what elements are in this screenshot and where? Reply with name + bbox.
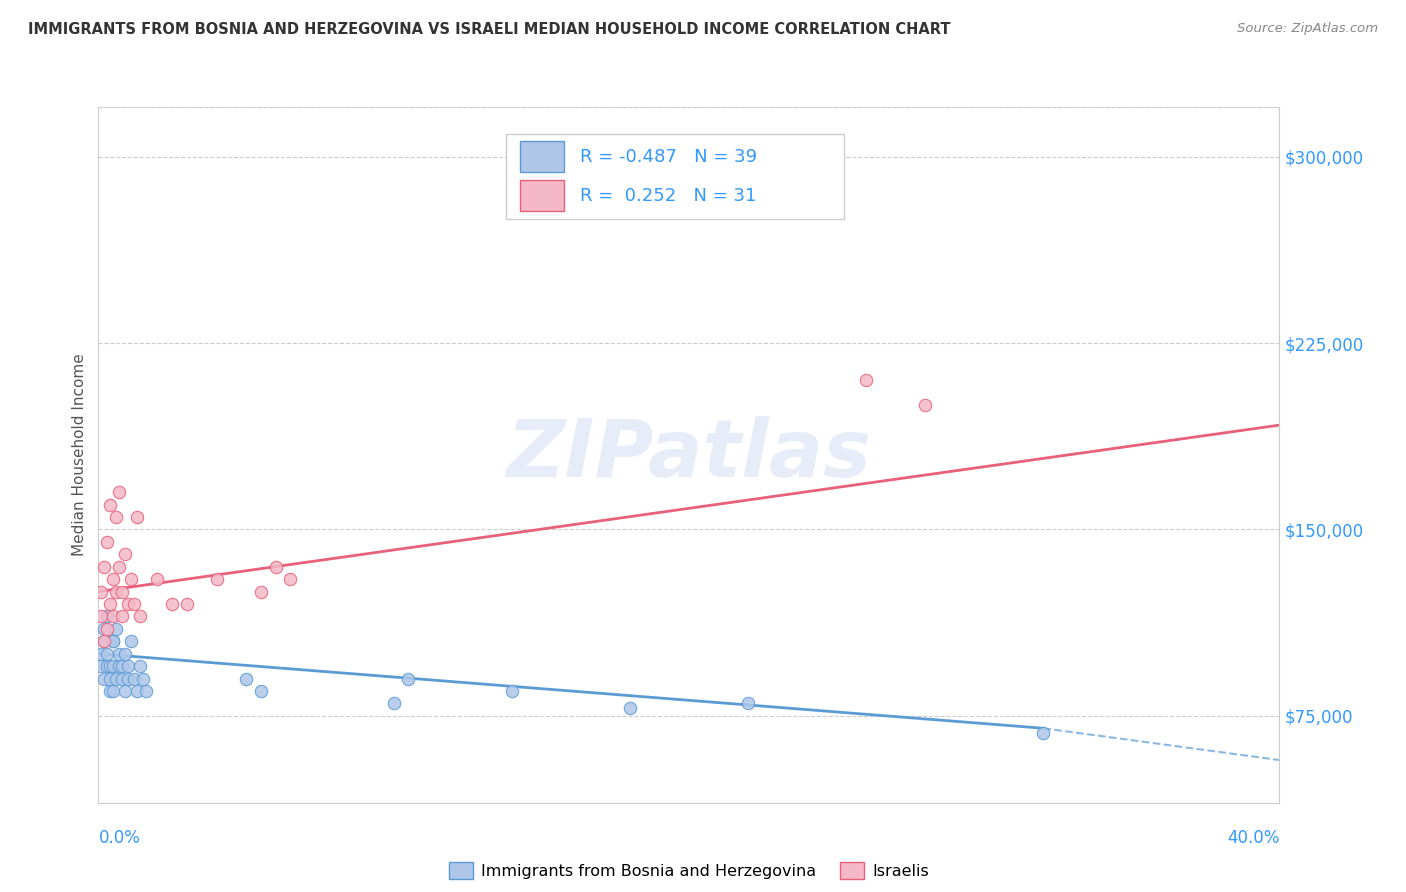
- Point: [117, 597, 139, 611]
- Point: [90, 647, 112, 661]
- Point: [96, 622, 118, 636]
- Point: [93, 634, 115, 648]
- Y-axis label: Median Household Income: Median Household Income: [72, 353, 87, 557]
- Point: [105, 584, 128, 599]
- FancyBboxPatch shape: [506, 134, 844, 219]
- Point: [93, 559, 115, 574]
- Point: [98, 498, 121, 512]
- Point: [128, 609, 150, 624]
- Text: R =  0.252   N = 31: R = 0.252 N = 31: [581, 186, 756, 204]
- Point: [90, 584, 112, 599]
- Text: ZIPatlas: ZIPatlas: [506, 416, 872, 494]
- Point: [103, 572, 125, 586]
- Point: [111, 659, 134, 673]
- Point: [90, 609, 112, 624]
- Point: [176, 597, 198, 611]
- Point: [98, 684, 121, 698]
- Point: [114, 684, 136, 698]
- Point: [98, 659, 121, 673]
- Point: [264, 559, 287, 574]
- FancyBboxPatch shape: [520, 142, 564, 172]
- Point: [125, 510, 148, 524]
- Point: [93, 634, 115, 648]
- Point: [120, 634, 142, 648]
- Text: IMMIGRANTS FROM BOSNIA AND HERZEGOVINA VS ISRAELI MEDIAN HOUSEHOLD INCOME CORREL: IMMIGRANTS FROM BOSNIA AND HERZEGOVINA V…: [28, 22, 950, 37]
- Text: 0.0%: 0.0%: [98, 829, 141, 847]
- Point: [117, 659, 139, 673]
- Point: [235, 672, 257, 686]
- Point: [737, 697, 759, 711]
- Point: [120, 572, 142, 586]
- Point: [1032, 726, 1054, 740]
- Point: [108, 559, 131, 574]
- Point: [96, 609, 118, 624]
- Point: [103, 684, 125, 698]
- Point: [135, 684, 157, 698]
- Legend: Immigrants from Bosnia and Herzegovina, Israelis: Immigrants from Bosnia and Herzegovina, …: [443, 856, 935, 885]
- Point: [855, 373, 877, 387]
- Text: 40.0%: 40.0%: [1227, 829, 1279, 847]
- Point: [98, 672, 121, 686]
- Point: [90, 659, 112, 673]
- Point: [128, 659, 150, 673]
- Point: [382, 697, 405, 711]
- Point: [96, 534, 118, 549]
- Point: [396, 672, 419, 686]
- FancyBboxPatch shape: [520, 180, 564, 211]
- Text: R = -0.487   N = 39: R = -0.487 N = 39: [581, 148, 758, 166]
- Point: [111, 609, 134, 624]
- Point: [146, 572, 169, 586]
- Point: [114, 547, 136, 561]
- Point: [132, 672, 155, 686]
- Point: [619, 701, 641, 715]
- Point: [914, 398, 936, 412]
- Point: [501, 684, 523, 698]
- Text: Source: ZipAtlas.com: Source: ZipAtlas.com: [1237, 22, 1378, 36]
- Point: [278, 572, 302, 586]
- Point: [114, 647, 136, 661]
- Point: [122, 597, 145, 611]
- Point: [108, 659, 131, 673]
- Point: [250, 684, 273, 698]
- Point: [93, 672, 115, 686]
- Point: [117, 672, 139, 686]
- Point: [162, 597, 183, 611]
- Point: [108, 647, 131, 661]
- Point: [93, 622, 115, 636]
- Point: [103, 634, 125, 648]
- Point: [103, 609, 125, 624]
- Point: [103, 659, 125, 673]
- Point: [205, 572, 228, 586]
- Point: [96, 659, 118, 673]
- Point: [111, 672, 134, 686]
- Point: [105, 672, 128, 686]
- Point: [96, 647, 118, 661]
- Point: [125, 684, 148, 698]
- Point: [98, 597, 121, 611]
- Point: [108, 485, 131, 500]
- Point: [250, 584, 273, 599]
- Point: [105, 622, 128, 636]
- Point: [122, 672, 145, 686]
- Point: [103, 634, 125, 648]
- Point: [111, 584, 134, 599]
- Point: [105, 510, 128, 524]
